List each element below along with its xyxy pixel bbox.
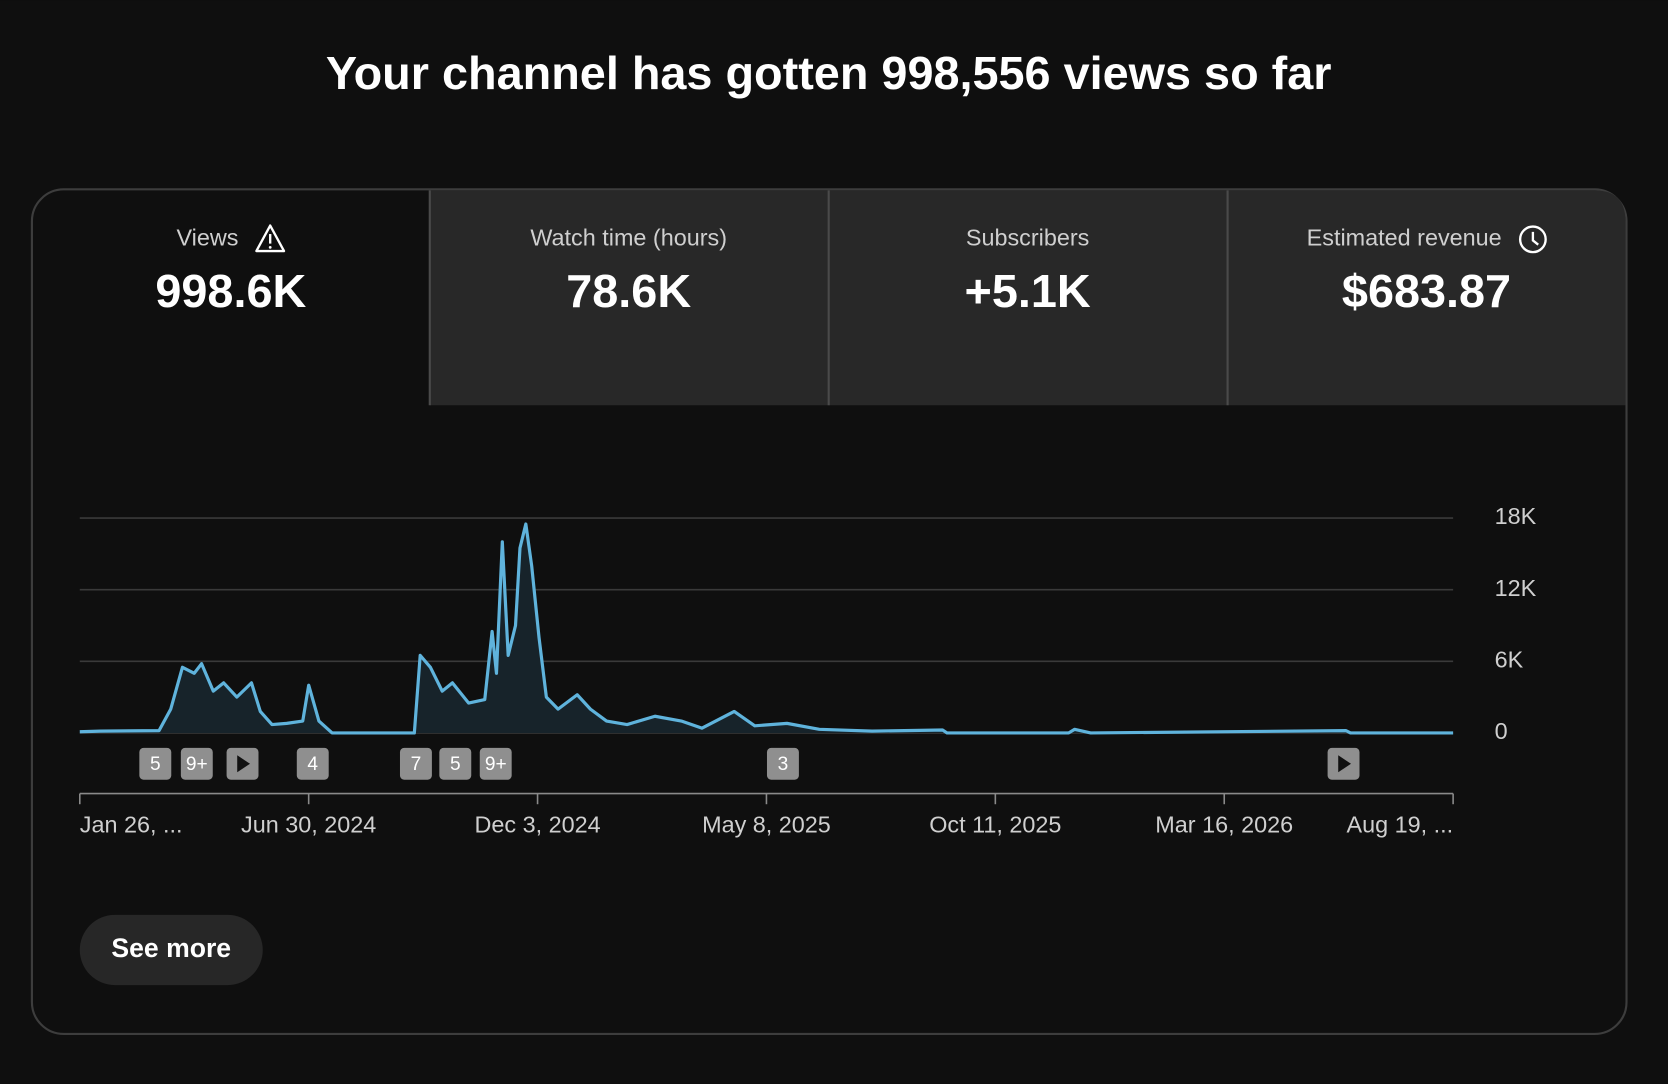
x-tick-label: Jun 30, 2024 <box>241 812 376 838</box>
button-background <box>79 914 263 986</box>
metric-label: Estimated revenue <box>1307 225 1502 251</box>
page-title: Your channel has gotten 998,556 views so… <box>326 47 1332 99</box>
metric-label: Subscribers <box>966 225 1090 251</box>
area-fill <box>79 524 1454 733</box>
marker-box <box>479 747 512 780</box>
marker-label: 5 <box>450 754 461 775</box>
metric-label: Watch time (hours) <box>530 225 727 251</box>
video-marker[interactable]: 5 <box>139 747 172 780</box>
marker-box <box>180 747 213 780</box>
x-tick-label: Mar 16, 2026 <box>1155 812 1293 838</box>
marker-label: 5 <box>150 754 161 775</box>
marker-label: 3 <box>778 754 789 775</box>
metric-value: 78.6K <box>566 265 691 317</box>
marker-label: 4 <box>307 754 318 775</box>
clock-icon <box>1518 225 1547 254</box>
tab-watch-time[interactable]: Watch time (hours) 78.6K <box>530 225 727 317</box>
warning-icon <box>255 224 286 253</box>
play-marker[interactable] <box>1327 747 1360 780</box>
marker-box <box>439 747 472 780</box>
video-marker[interactable]: 9+ <box>479 747 512 780</box>
tab-revenue[interactable]: Estimated revenue $683.87 <box>1307 225 1547 317</box>
x-tick-label: Aug 19, ... <box>1346 812 1453 838</box>
metric-value: 998.6K <box>155 265 306 317</box>
video-marker[interactable]: 3 <box>766 747 799 780</box>
metric-value: $683.87 <box>1342 265 1511 317</box>
x-tick-label: Dec 3, 2024 <box>474 812 600 838</box>
metric-label: Views <box>176 225 238 251</box>
button-label: See more <box>111 933 231 963</box>
x-tick-label: Oct 11, 2025 <box>929 812 1061 838</box>
video-marker[interactable]: 4 <box>296 747 329 780</box>
x-tick-label: May 8, 2025 <box>702 812 831 838</box>
marker-box <box>139 747 172 780</box>
tabs-background <box>429 190 1626 406</box>
marker-box <box>296 747 329 780</box>
tab-subscribers[interactable]: Subscribers +5.1K <box>965 225 1091 317</box>
y-tick-label: 6K <box>1495 647 1524 673</box>
chart: 0 6K 12K 18K Jan 26, ... Jun 30, 2024 Dec 3, 2… <box>78 503 1537 838</box>
video-marker[interactable]: 9+ <box>180 747 213 780</box>
y-tick-label: 12K <box>1495 575 1537 601</box>
clock-hands <box>1531 231 1539 246</box>
marker-box <box>399 747 432 780</box>
see-more-button[interactable]: See more <box>79 914 263 986</box>
marker-box <box>766 747 799 780</box>
video-marker[interactable]: 5 <box>439 747 472 780</box>
marker-label: 9+ <box>485 754 507 775</box>
play-marker[interactable] <box>226 747 259 780</box>
play-icon <box>1338 755 1351 773</box>
y-tick-label: 0 <box>1495 718 1508 744</box>
tab-views[interactable]: Views 998.6K <box>155 224 306 317</box>
video-marker[interactable]: 7 <box>399 747 432 780</box>
x-tick-label: Jan 26, ... <box>80 812 183 838</box>
line <box>79 522 1454 735</box>
metric-value: +5.1K <box>965 265 1091 317</box>
marker-label: 9+ <box>186 754 208 775</box>
warning-icon-dot <box>268 245 272 249</box>
play-icon <box>237 755 250 773</box>
marker-label: 7 <box>411 754 422 775</box>
y-tick-label: 18K <box>1495 503 1537 529</box>
